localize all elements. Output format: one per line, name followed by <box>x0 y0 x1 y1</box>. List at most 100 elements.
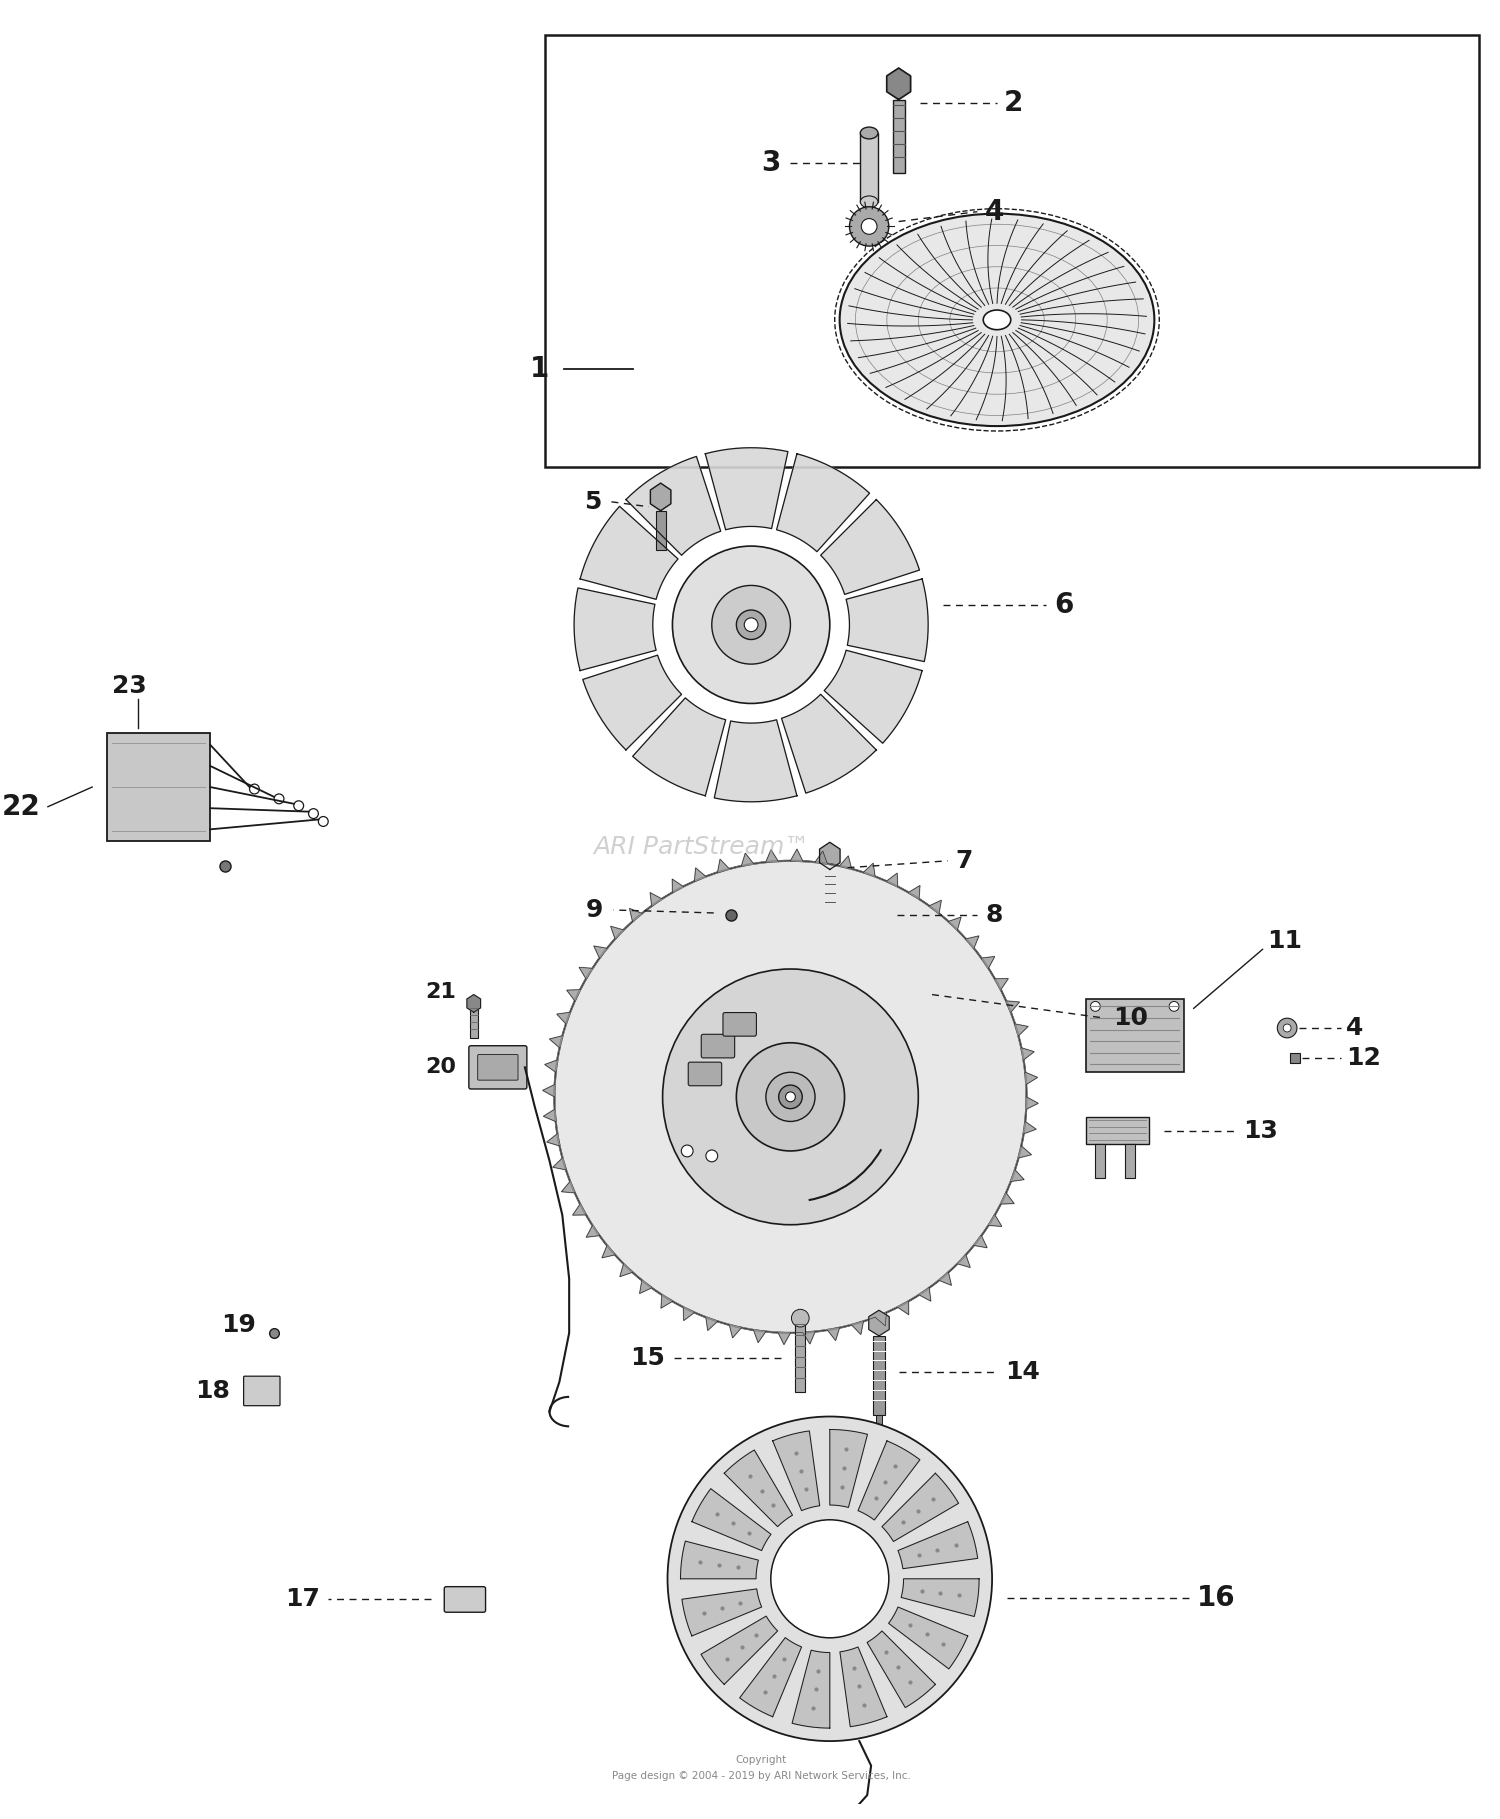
Circle shape <box>555 860 1026 1333</box>
Polygon shape <box>633 1271 651 1293</box>
Polygon shape <box>1016 1024 1028 1048</box>
Text: 11: 11 <box>1268 930 1302 953</box>
Polygon shape <box>790 1332 814 1344</box>
Polygon shape <box>888 1606 968 1668</box>
Polygon shape <box>1016 1146 1032 1170</box>
Text: 4: 4 <box>1346 1017 1364 1040</box>
FancyBboxPatch shape <box>444 1586 486 1612</box>
Text: Copyright: Copyright <box>735 1755 786 1764</box>
Circle shape <box>736 609 766 640</box>
Polygon shape <box>1024 1097 1038 1122</box>
Bar <box>825 869 834 908</box>
Polygon shape <box>594 939 615 959</box>
Circle shape <box>1168 1002 1179 1011</box>
Bar <box>106 733 210 840</box>
Polygon shape <box>543 1071 555 1097</box>
Polygon shape <box>548 1122 560 1146</box>
Polygon shape <box>994 979 1008 1000</box>
Polygon shape <box>886 67 898 84</box>
Polygon shape <box>766 849 790 862</box>
Bar <box>892 100 904 173</box>
Polygon shape <box>1022 1048 1034 1071</box>
Text: 7: 7 <box>956 849 974 873</box>
Polygon shape <box>573 1193 586 1215</box>
Text: 18: 18 <box>195 1379 230 1402</box>
Text: 3: 3 <box>762 149 780 176</box>
Polygon shape <box>948 1255 970 1271</box>
Bar <box>861 133 877 202</box>
Circle shape <box>672 546 830 704</box>
Ellipse shape <box>982 309 1011 329</box>
Circle shape <box>771 1521 890 1637</box>
Circle shape <box>861 218 877 235</box>
Polygon shape <box>717 859 741 873</box>
Text: 22: 22 <box>2 793 40 820</box>
Circle shape <box>766 1071 814 1122</box>
Polygon shape <box>948 917 966 939</box>
Polygon shape <box>846 578 928 662</box>
Polygon shape <box>1007 1000 1020 1024</box>
Polygon shape <box>782 695 876 793</box>
Ellipse shape <box>840 213 1155 426</box>
Ellipse shape <box>861 196 877 207</box>
Polygon shape <box>840 857 864 873</box>
Polygon shape <box>824 649 922 744</box>
Polygon shape <box>580 506 678 598</box>
Ellipse shape <box>861 127 877 138</box>
Polygon shape <box>633 698 726 795</box>
Polygon shape <box>840 1646 886 1726</box>
Polygon shape <box>1022 1122 1036 1146</box>
Polygon shape <box>544 1048 560 1071</box>
Polygon shape <box>554 1146 566 1170</box>
Polygon shape <box>724 1450 792 1526</box>
Polygon shape <box>882 1473 959 1541</box>
FancyBboxPatch shape <box>688 1062 722 1086</box>
Polygon shape <box>600 1235 615 1257</box>
Text: 15: 15 <box>630 1346 664 1370</box>
Circle shape <box>736 1042 844 1151</box>
Polygon shape <box>909 1288 932 1301</box>
Polygon shape <box>700 1615 777 1684</box>
Text: 16: 16 <box>1197 1584 1236 1612</box>
FancyBboxPatch shape <box>700 1035 735 1059</box>
Bar <box>470 1004 477 1039</box>
Text: 10: 10 <box>1113 1006 1148 1030</box>
Polygon shape <box>681 1541 759 1579</box>
Polygon shape <box>928 900 948 922</box>
Polygon shape <box>815 1328 840 1341</box>
Polygon shape <box>886 873 909 893</box>
Circle shape <box>778 1086 802 1108</box>
Circle shape <box>849 900 868 920</box>
Bar <box>873 1335 885 1415</box>
FancyBboxPatch shape <box>723 1013 756 1037</box>
Polygon shape <box>981 1215 1002 1235</box>
Circle shape <box>712 586 791 664</box>
Text: ARI PartStream™: ARI PartStream™ <box>594 835 810 859</box>
Polygon shape <box>766 1332 790 1344</box>
Polygon shape <box>864 1313 886 1326</box>
Polygon shape <box>902 1579 980 1617</box>
Polygon shape <box>741 1328 766 1342</box>
Text: 6: 6 <box>1054 591 1074 618</box>
Polygon shape <box>682 1590 762 1635</box>
Text: 4: 4 <box>986 198 1005 226</box>
Polygon shape <box>740 1637 801 1717</box>
Polygon shape <box>830 1430 867 1508</box>
Polygon shape <box>928 1271 951 1288</box>
FancyBboxPatch shape <box>243 1377 280 1406</box>
Bar <box>544 35 1479 467</box>
Polygon shape <box>692 1488 771 1550</box>
Polygon shape <box>840 1321 864 1335</box>
Circle shape <box>786 1091 795 1102</box>
Text: 12: 12 <box>1346 1046 1382 1070</box>
Polygon shape <box>586 1215 600 1237</box>
Polygon shape <box>886 76 898 91</box>
FancyBboxPatch shape <box>720 908 736 920</box>
Polygon shape <box>717 1321 741 1337</box>
Polygon shape <box>651 484 670 511</box>
Polygon shape <box>790 849 814 862</box>
Polygon shape <box>867 1632 936 1708</box>
Circle shape <box>792 1310 808 1328</box>
Polygon shape <box>650 893 672 906</box>
Bar <box>876 1415 882 1433</box>
